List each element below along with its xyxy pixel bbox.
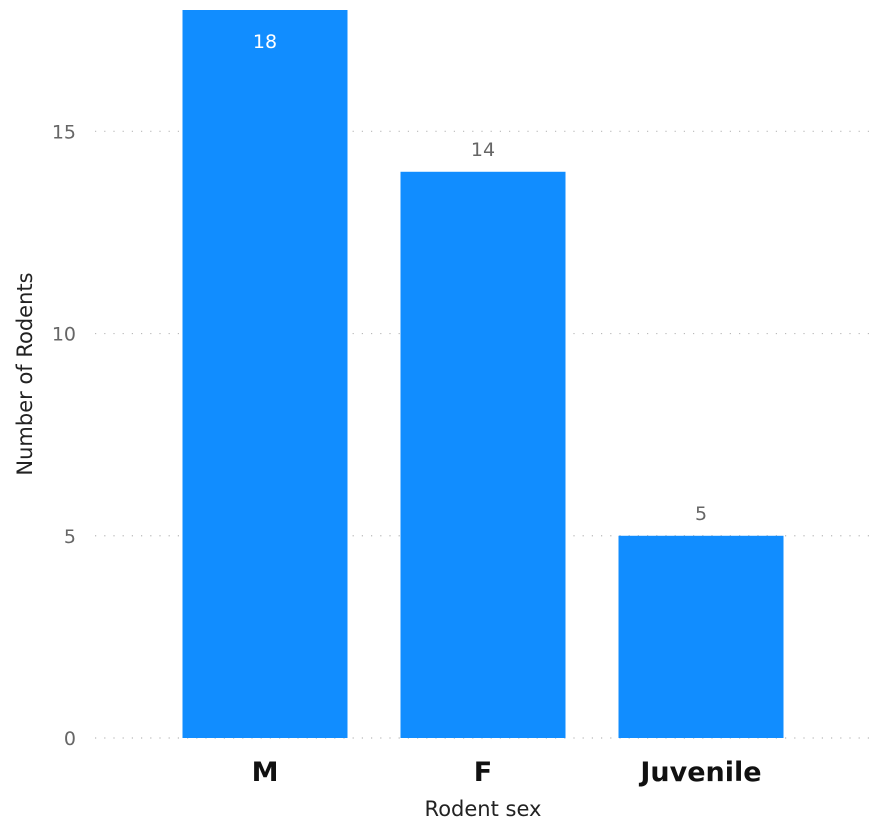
bars bbox=[182, 10, 784, 738]
x-axis-ticks: M F Juvenile bbox=[252, 757, 762, 788]
y-axis-title: Number of Rodents bbox=[13, 272, 37, 475]
data-labels: 18 14 5 bbox=[253, 31, 707, 525]
x-axis-title: Rodent sex bbox=[425, 797, 542, 821]
y-tick-label: 5 bbox=[64, 526, 76, 548]
bar-f bbox=[400, 171, 566, 738]
y-tick-label: 15 bbox=[52, 121, 76, 143]
y-tick-label: 10 bbox=[52, 324, 76, 346]
data-label: 18 bbox=[253, 31, 277, 53]
y-tick-label: 0 bbox=[64, 728, 76, 750]
bar-m bbox=[182, 10, 348, 738]
x-tick-label: M bbox=[252, 757, 279, 788]
bar-juvenile bbox=[618, 535, 784, 738]
data-label: 5 bbox=[695, 503, 707, 525]
data-label: 14 bbox=[471, 139, 495, 161]
y-axis-ticks: 0 5 10 15 bbox=[52, 121, 76, 750]
x-tick-label: Juvenile bbox=[638, 757, 761, 788]
x-tick-label: F bbox=[474, 757, 492, 788]
